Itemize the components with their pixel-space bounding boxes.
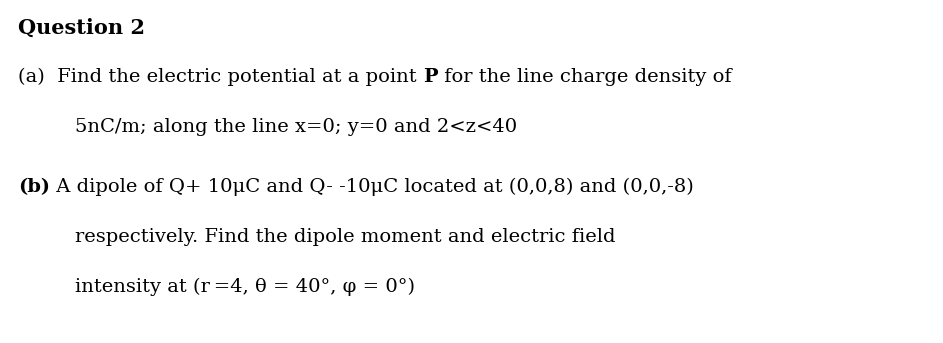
Text: for the line charge density of: for the line charge density of: [438, 68, 731, 86]
Text: respectively. Find the dipole moment and electric field: respectively. Find the dipole moment and…: [75, 228, 616, 246]
Text: P: P: [422, 68, 438, 86]
Text: 5nC/m; along the line x=0; y=0 and 2<z<40: 5nC/m; along the line x=0; y=0 and 2<z<4…: [75, 118, 517, 136]
Text: (b): (b): [18, 178, 50, 196]
Text: A dipole of Q+ 10μC and Q- -10μC located at (0,0,8) and (0,0,-8): A dipole of Q+ 10μC and Q- -10μC located…: [50, 178, 694, 196]
Text: (a)  Find the electric potential at a point: (a) Find the electric potential at a poi…: [18, 68, 422, 86]
Text: intensity at (r =4, θ = 40°, φ = 0°): intensity at (r =4, θ = 40°, φ = 0°): [75, 278, 415, 296]
Text: Question 2: Question 2: [18, 18, 145, 38]
